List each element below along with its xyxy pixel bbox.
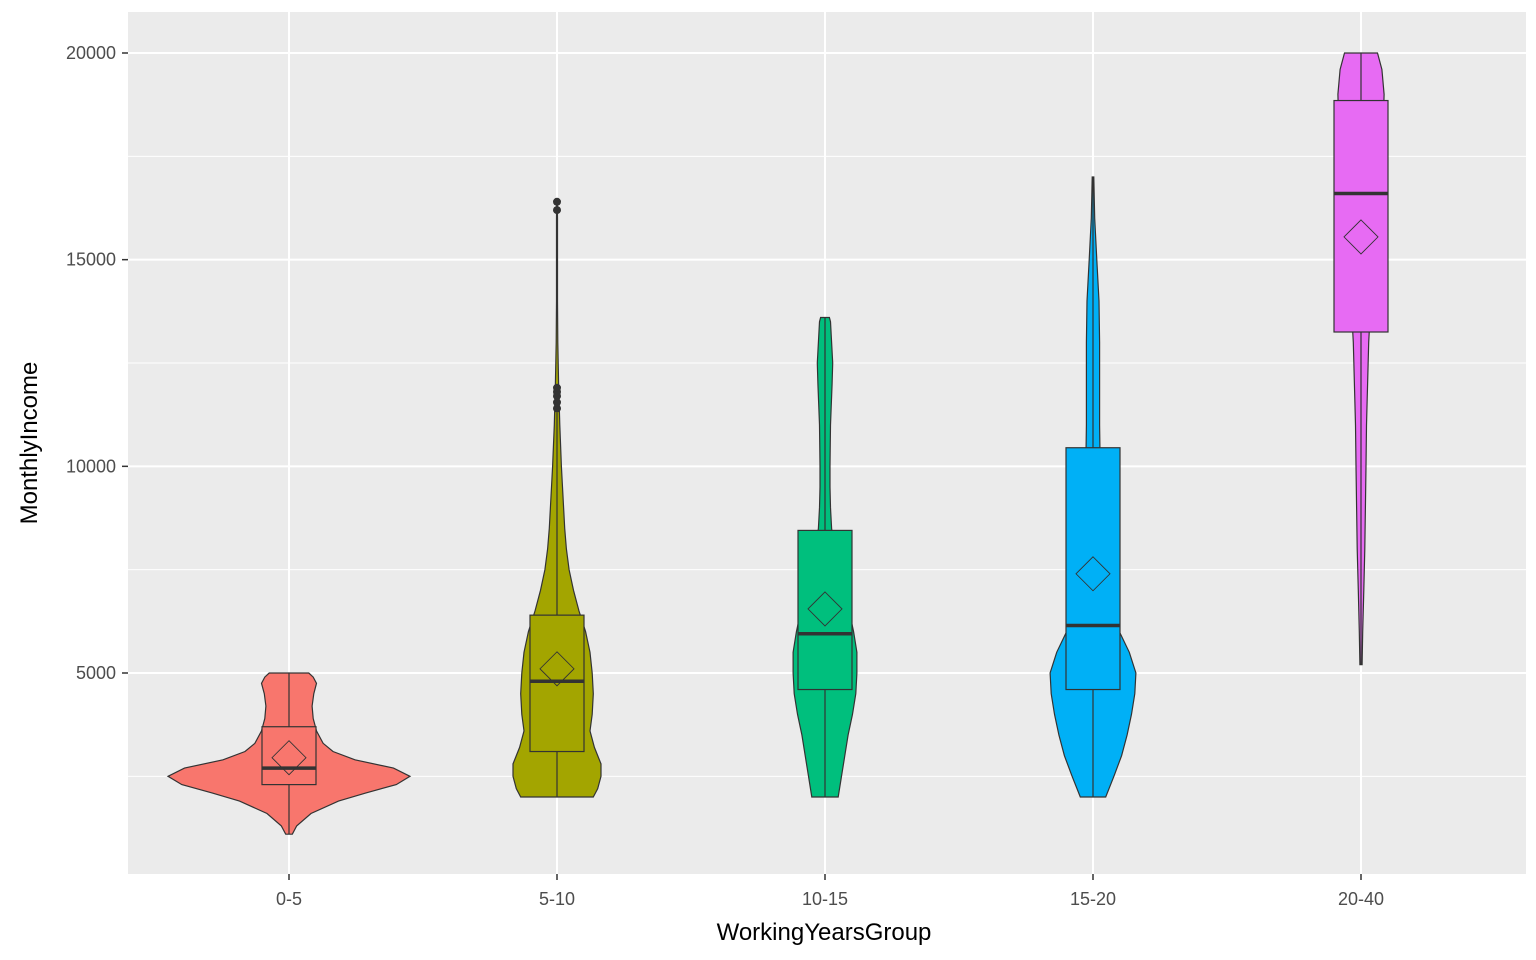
violin-groups	[166, 52, 1389, 835]
mean-marker	[539, 651, 575, 687]
y-tick-label: 15000	[66, 250, 116, 270]
x-tick-label: 10-15	[802, 889, 848, 909]
x-tick-label: 0-5	[276, 889, 302, 909]
violin-group-5-10	[512, 197, 602, 798]
y-tick-label: 10000	[66, 456, 116, 476]
y-axis-title: MonthlyIncome	[16, 362, 43, 525]
box-5-10	[529, 614, 585, 753]
y-tick-label: 5000	[76, 663, 116, 683]
outlier-point	[553, 206, 561, 215]
violin-group-10-15	[792, 316, 858, 798]
x-axis: 0-5 5-10 10-15 15-20 20-40	[276, 874, 1384, 909]
x-axis-title: WorkingYearsGroup	[717, 919, 932, 946]
mean-marker	[271, 740, 307, 776]
outlier-point	[553, 383, 561, 392]
violin-group-20-40	[1333, 52, 1389, 666]
box-15-20	[1065, 447, 1121, 691]
y-axis: 5000 10000 15000 20000	[66, 43, 128, 683]
x-tick-label: 20-40	[1338, 889, 1384, 909]
box-10-15	[797, 529, 853, 691]
outlier-point	[553, 398, 561, 407]
mean-marker	[1343, 219, 1379, 255]
outlier-point	[553, 404, 561, 413]
box-20-40	[1333, 99, 1389, 333]
outlier-point	[553, 197, 561, 206]
x-tick-label: 5-10	[539, 889, 575, 909]
box-0-5	[261, 726, 317, 786]
y-tick-label: 20000	[66, 43, 116, 63]
violin-group-0-5	[166, 672, 412, 835]
violin-group-15-20	[1049, 176, 1137, 798]
mean-marker	[1075, 556, 1111, 592]
x-tick-label: 15-20	[1070, 889, 1116, 909]
mean-marker	[807, 591, 843, 627]
